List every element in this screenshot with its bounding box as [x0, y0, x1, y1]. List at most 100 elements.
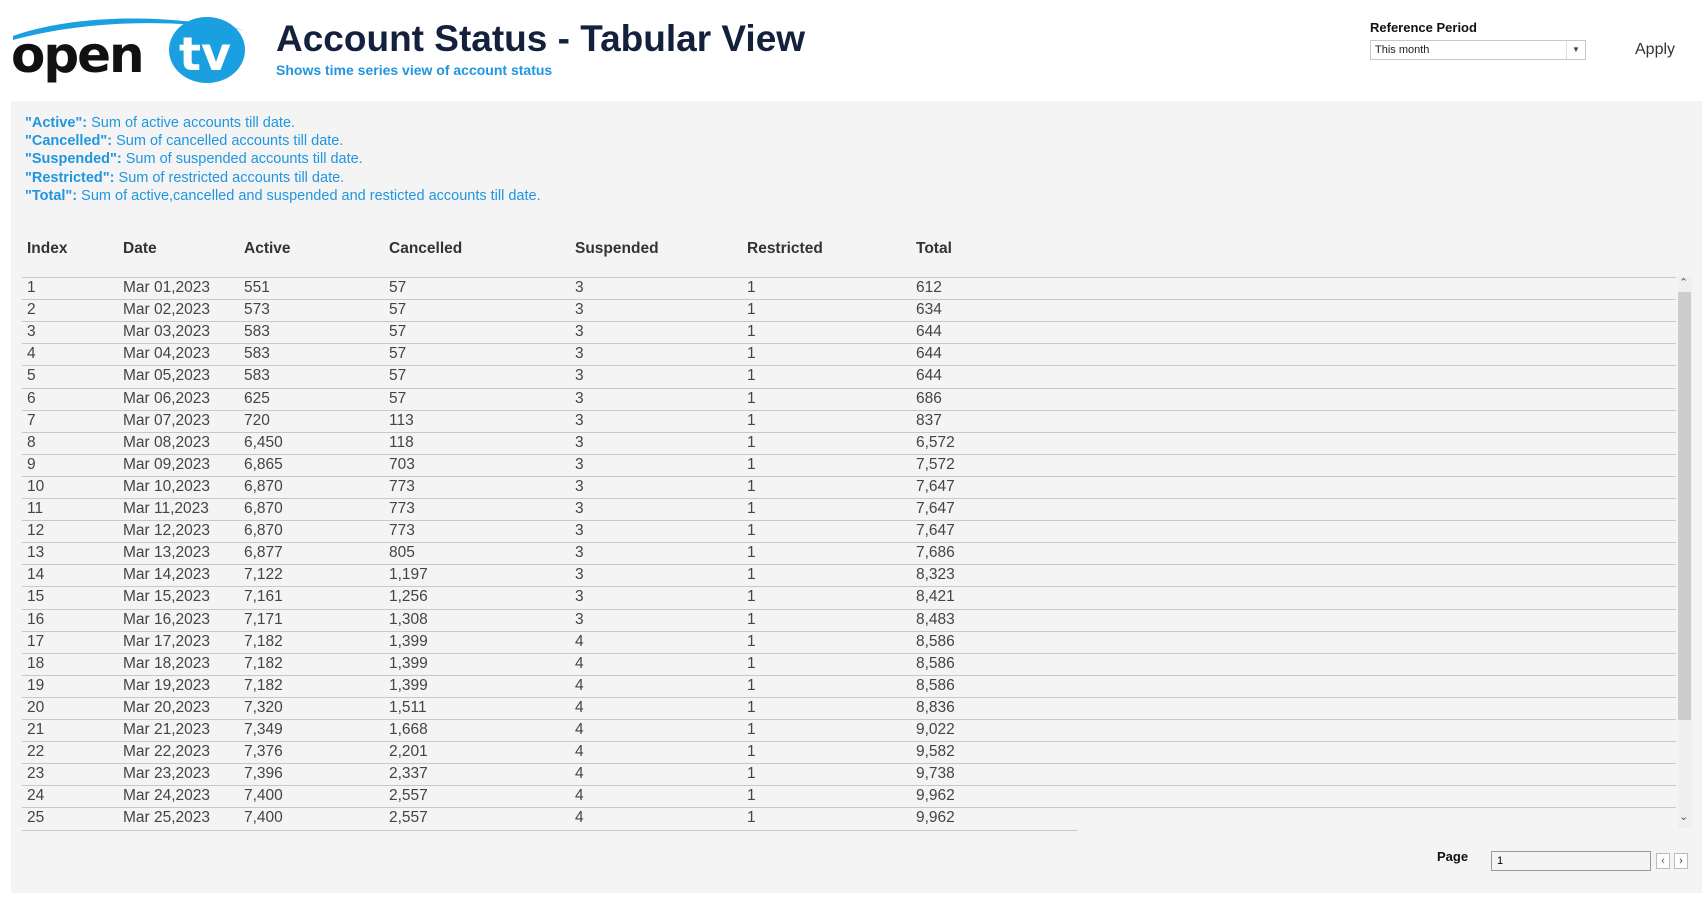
table-row-divider: [22, 719, 1676, 720]
table-row-divider: [22, 609, 1676, 610]
cell-restricted: 1: [747, 654, 756, 672]
cell-restricted: 1: [747, 765, 756, 783]
column-header-index[interactable]: Index: [27, 240, 68, 257]
cell-total: 686: [916, 389, 942, 407]
table-row-divider: [22, 830, 1078, 831]
svg-text:open: open: [11, 26, 143, 84]
table-row-divider: [22, 631, 1676, 632]
cell-suspended: 4: [575, 809, 584, 827]
cell-total: 8,586: [916, 654, 955, 672]
apply-button[interactable]: Apply: [1635, 41, 1676, 58]
cell-date: Mar 24,2023: [123, 787, 211, 805]
cell-date: Mar 06,2023: [123, 389, 211, 407]
cell-active: 7,182: [244, 676, 283, 694]
cell-date: Mar 02,2023: [123, 301, 211, 319]
cell-restricted: 1: [747, 743, 756, 761]
cell-date: Mar 19,2023: [123, 676, 211, 694]
column-header-total[interactable]: Total: [916, 240, 952, 257]
cell-active: 625: [244, 389, 270, 407]
cell-active: 7,400: [244, 809, 283, 827]
table-row-divider: [22, 653, 1676, 654]
cell-active: 7,349: [244, 721, 283, 738]
cell-cancelled: 1,399: [389, 654, 428, 672]
column-header-restricted[interactable]: Restricted: [747, 240, 823, 257]
cell-total: 8,836: [916, 698, 955, 716]
column-header-active[interactable]: Active: [244, 240, 291, 257]
cell-active: 7,161: [244, 588, 283, 606]
previous-page-icon[interactable]: ‹: [1656, 853, 1670, 869]
cell-cancelled: 1,197: [389, 566, 428, 584]
page-subtitle: Shows time series view of account status: [276, 62, 553, 78]
chevron-down-icon[interactable]: ▼: [1566, 41, 1585, 59]
next-page-icon[interactable]: ›: [1674, 853, 1688, 869]
cell-date: Mar 16,2023: [123, 610, 211, 628]
legend-term: "Active":: [25, 115, 88, 131]
scrollbar-thumb[interactable]: [1678, 292, 1691, 720]
reference-period-select[interactable]: This month ▼: [1370, 40, 1586, 60]
cell-total: 7,686: [916, 544, 955, 562]
cell-date: Mar 08,2023: [123, 433, 211, 451]
cell-active: 583: [244, 323, 270, 341]
cell-cancelled: 57: [389, 389, 407, 407]
column-header-date[interactable]: Date: [123, 240, 157, 257]
cell-suspended: 4: [575, 654, 584, 672]
cell-restricted: 1: [747, 566, 756, 584]
column-header-cancelled[interactable]: Cancelled: [389, 240, 463, 257]
cell-cancelled: 118: [389, 433, 414, 451]
cell-active: 720: [244, 411, 270, 429]
cell-suspended: 3: [575, 477, 584, 495]
table-row-divider: [22, 432, 1676, 433]
cell-restricted: 1: [747, 588, 756, 606]
cell-active: 6,870: [244, 522, 283, 540]
cell-cancelled: 1,668: [389, 721, 428, 738]
cell-active: 573: [244, 301, 270, 319]
cell-active: 7,122: [244, 566, 283, 584]
cell-restricted: 1: [747, 323, 756, 341]
cell-active: 6,450: [244, 433, 283, 451]
cell-date: Mar 20,2023: [123, 698, 211, 716]
legend-item: "Cancelled": Sum of cancelled accounts t…: [25, 133, 343, 149]
legend-term: "Suspended":: [25, 151, 122, 167]
cell-total: 8,483: [916, 610, 955, 628]
cell-index: 18: [27, 654, 45, 672]
page-label: Page: [1437, 849, 1469, 864]
cell-date: Mar 15,2023: [123, 588, 211, 606]
cell-cancelled: 57: [389, 345, 407, 363]
page-number-input[interactable]: 1: [1491, 851, 1651, 871]
cell-cancelled: 703: [389, 455, 415, 473]
cell-total: 8,586: [916, 632, 955, 650]
cell-suspended: 4: [575, 632, 584, 650]
column-header-suspended[interactable]: Suspended: [575, 240, 659, 257]
cell-cancelled: 2,201: [389, 743, 428, 761]
cell-index: 10: [27, 477, 45, 495]
cell-index: 20: [27, 698, 45, 716]
cell-restricted: 1: [747, 676, 756, 694]
cell-active: 7,396: [244, 765, 283, 783]
scroll-down-icon[interactable]: ⌄: [1679, 811, 1689, 823]
cell-active: 551: [244, 279, 270, 296]
cell-total: 7,647: [916, 500, 955, 517]
cell-restricted: 1: [747, 389, 756, 407]
cell-suspended: 4: [575, 765, 584, 783]
cell-restricted: 1: [747, 632, 756, 650]
cell-index: 6: [27, 389, 36, 407]
cell-date: Mar 12,2023: [123, 522, 211, 540]
opentv-logo: open tv: [9, 10, 249, 84]
cell-suspended: 3: [575, 588, 584, 606]
cell-cancelled: 773: [389, 477, 415, 495]
reference-period-value: This month: [1375, 44, 1430, 56]
cell-suspended: 3: [575, 345, 584, 363]
cell-cancelled: 2,337: [389, 765, 428, 783]
scroll-up-icon[interactable]: ⌃: [1679, 277, 1689, 289]
svg-text:tv: tv: [179, 27, 231, 81]
cell-index: 1: [27, 279, 36, 296]
cell-active: 7,171: [244, 610, 283, 628]
cell-date: Mar 22,2023: [123, 743, 211, 761]
legend-description: Sum of restricted accounts till date.: [114, 170, 345, 186]
cell-suspended: 3: [575, 367, 584, 385]
cell-index: 22: [27, 743, 45, 761]
cell-cancelled: 1,511: [389, 698, 427, 716]
cell-date: Mar 05,2023: [123, 367, 211, 385]
cell-restricted: 1: [747, 477, 756, 495]
legend-description: Sum of suspended accounts till date.: [121, 151, 363, 167]
